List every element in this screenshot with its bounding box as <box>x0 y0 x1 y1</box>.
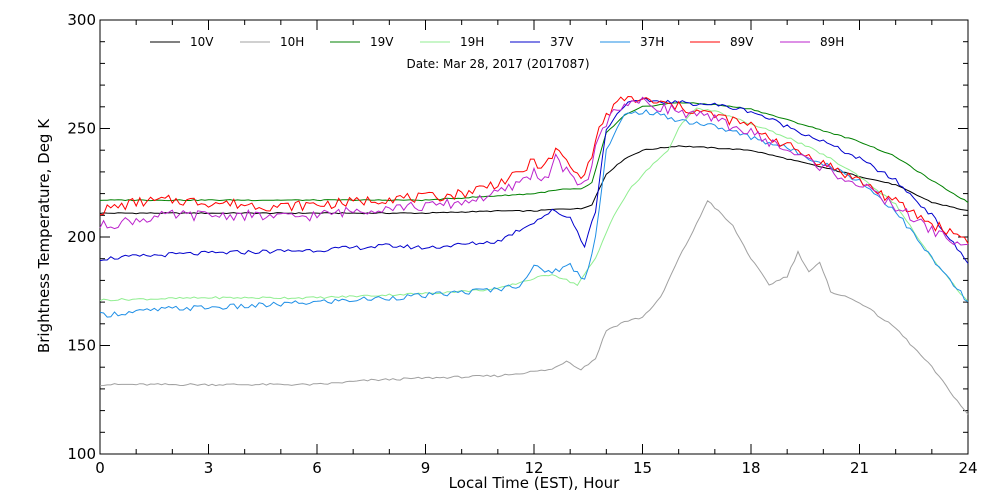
legend: 10V 10H 19V 19H 37V 37H 89V 89H <box>150 35 844 49</box>
legend-label-89h: 89H <box>820 35 844 49</box>
axis-ticks: 0 3 6 9 12 15 18 21 24 100 150 200 250 300 <box>67 11 977 477</box>
series-line-37v <box>99 97 969 264</box>
series-line-19h <box>99 107 969 302</box>
series-line-19v <box>99 102 969 203</box>
series-line-89v <box>99 95 969 244</box>
x-tick-label: 24 <box>958 459 977 477</box>
x-tick-label: 3 <box>204 459 214 477</box>
x-tick-label: 6 <box>312 459 322 477</box>
plot-frame <box>99 19 969 455</box>
y-tick-label: 200 <box>67 228 96 246</box>
x-tick-label: 12 <box>524 459 543 477</box>
x-axis-title: Local Time (EST), Hour <box>449 474 620 492</box>
legend-label-19v: 19V <box>370 35 394 49</box>
chart-subtitle: Date: Mar 28, 2017 (2017087) <box>406 57 589 71</box>
y-tick-label: 100 <box>67 445 96 463</box>
x-tick-label: 0 <box>95 459 105 477</box>
series-lines <box>99 95 969 415</box>
legend-label-10v: 10V <box>190 35 214 49</box>
x-tick-label: 21 <box>850 459 869 477</box>
legend-label-10h: 10H <box>280 35 304 49</box>
y-tick-label: 250 <box>67 120 96 138</box>
y-axis-title: Brightness Temperature, Deg K <box>35 118 53 353</box>
x-tick-label: 15 <box>633 459 652 477</box>
series-line-89h <box>99 96 969 246</box>
legend-label-37v: 37V <box>550 35 574 49</box>
legend-label-19h: 19H <box>460 35 484 49</box>
series-line-10h <box>99 200 969 415</box>
x-tick-label: 18 <box>741 459 760 477</box>
x-tick-label: 9 <box>421 459 431 477</box>
legend-label-89v: 89V <box>730 35 754 49</box>
y-tick-label: 150 <box>67 337 96 355</box>
series-line-10v <box>99 145 969 215</box>
y-tick-label: 300 <box>67 11 96 29</box>
legend-label-37h: 37H <box>640 35 664 49</box>
